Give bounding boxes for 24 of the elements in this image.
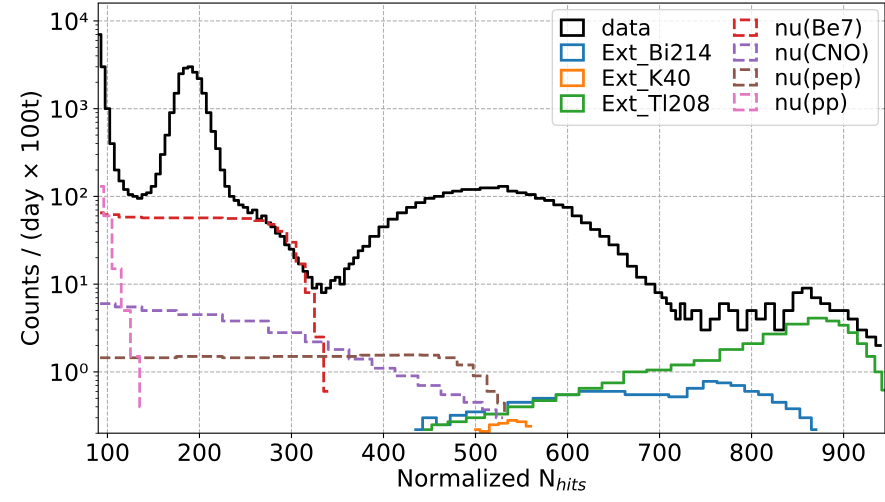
x-tick-label: 900 [822, 443, 865, 462]
y-axis-title: Counts / (day × 100t) [20, 92, 44, 345]
y-tick-label: 10⁰ [52, 363, 88, 382]
y-tick-label: 10⁴ [52, 12, 88, 30]
x-tick-label: 300 [270, 443, 312, 462]
legend-label: Ext_K40 [603, 69, 690, 91]
y-tick-label: 10³ [52, 100, 88, 118]
x-tick-label: 500 [454, 443, 496, 462]
legend-label: nu(Be7) [776, 18, 861, 38]
legend-label: nu(CNO) [776, 43, 868, 64]
x-tick-label: 600 [546, 443, 588, 462]
legend-label: nu(pep) [776, 68, 860, 90]
x-tick-label: 200 [178, 443, 220, 462]
legend-label: data [602, 18, 650, 36]
x-axis-title: Normalized N$_{hits}$ [398, 468, 586, 491]
legend-label: Ext_Tl208 [603, 94, 709, 116]
legend-label: nu(pp) [776, 93, 846, 115]
y-tick-label: 10² [52, 188, 88, 206]
legend-label: Ext_Bi214 [603, 43, 711, 66]
x-tick-label: 800 [730, 443, 773, 462]
y-tick-label: 10¹ [52, 276, 88, 294]
x-tick-label: 100 [87, 443, 128, 462]
x-tick-label: 400 [362, 443, 404, 462]
x-tick-label: 700 [638, 443, 681, 462]
